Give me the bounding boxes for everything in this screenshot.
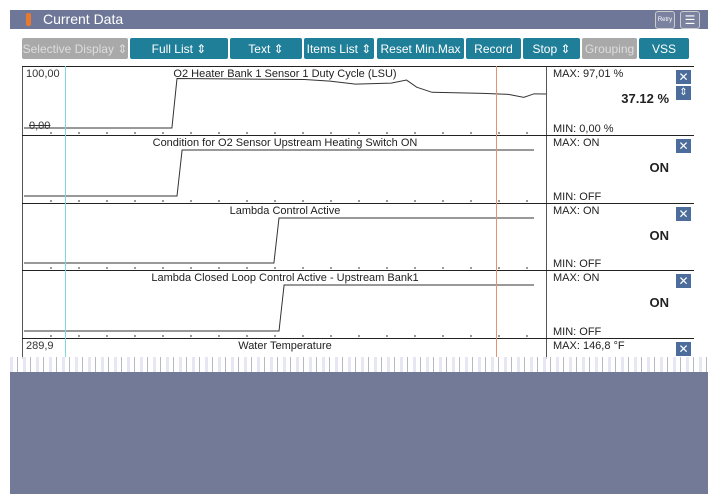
y-max-label: 289,9	[26, 340, 54, 352]
trace-svg	[24, 78, 547, 134]
trace-svg	[24, 149, 534, 202]
data-row: O2 Heater Bank 1 Sensor 1 Duty Cycle (LS…	[22, 66, 694, 136]
current-value: ON	[649, 228, 670, 243]
close-icon[interactable]: ✕	[676, 207, 691, 221]
max-value: MAX: ON	[553, 137, 600, 149]
min-value: MIN: OFF	[553, 191, 602, 203]
item-label: Lambda Closed Loop Control Active - Upst…	[151, 272, 419, 284]
y-max-label: 100,00	[26, 68, 60, 80]
trace-chart: Condition for O2 Sensor Upstream Heating…	[22, 136, 547, 204]
max-value: MAX: 146,8 °F	[553, 340, 625, 352]
item-label: Lambda Control Active	[229, 205, 341, 217]
min-value: MIN: 0,00 %	[553, 123, 614, 135]
current-value: 37.12 %	[621, 91, 669, 106]
close-icon[interactable]: ✕	[676, 274, 691, 288]
max-value: MAX: ON	[553, 272, 600, 284]
toolbar-button-text[interactable]: Text ⇕	[230, 38, 302, 59]
data-row: Condition for O2 Sensor Upstream Heating…	[22, 135, 694, 204]
data-row: Water Temperature 289,9 MAX: 146,8 °F ✕	[22, 338, 694, 359]
value-panel: MAX: 97,01 % MIN: 0,00 % 37.12 %	[546, 67, 695, 136]
value-panel: MAX: ON MIN: OFF ON	[546, 136, 695, 204]
data-row: Lambda Closed Loop Control Active - Upst…	[22, 270, 694, 339]
trace-line	[24, 78, 547, 129]
toolbar-button-stop[interactable]: Stop ⇕	[523, 38, 580, 59]
trace-chart: Water Temperature 289,9	[22, 339, 547, 359]
toolbar-button-record[interactable]: Record	[466, 38, 521, 59]
toolbar-button-vss[interactable]: VSS	[639, 38, 689, 59]
menu-button[interactable]: ☰	[680, 11, 700, 29]
min-value: MIN: OFF	[553, 326, 602, 338]
title-bar: Current Data Retry ☰	[10, 10, 708, 29]
trace-chart: Lambda Control Active	[22, 204, 547, 271]
toolbar-button-selective-display[interactable]: Selective Display ⇕	[22, 38, 128, 59]
current-value: ON	[649, 160, 670, 175]
toolbar-button-grouping[interactable]: Grouping	[582, 38, 637, 59]
cursor-line-left[interactable]	[65, 66, 66, 357]
toolbar-button-full-list[interactable]: Full List ⇕	[130, 38, 228, 59]
trace-chart: Lambda Closed Loop Control Active - Upst…	[22, 271, 547, 339]
cursor-line-right[interactable]	[496, 66, 497, 357]
data-row: Lambda Control Active MAX: ON MIN: OFF ON ✕	[22, 203, 694, 271]
y-min-label: 0,00	[29, 120, 51, 132]
trace-line	[24, 284, 534, 332]
app-icon	[26, 13, 31, 26]
move-icon[interactable]: ⇕	[676, 86, 691, 100]
min-value: MIN: OFF	[553, 258, 602, 270]
item-label: Condition for O2 Sensor Upstream Heating…	[152, 137, 418, 149]
value-panel: MAX: 146,8 °F	[546, 339, 695, 359]
value-panel: MAX: ON MIN: OFF ON	[546, 204, 695, 271]
trace-line	[24, 149, 534, 197]
close-icon[interactable]: ✕	[676, 139, 691, 153]
item-label: O2 Heater Bank 1 Sensor 1 Duty Cycle (LS…	[173, 68, 397, 80]
max-value: MAX: 97,01 %	[553, 68, 624, 80]
window-title: Current Data	[43, 11, 124, 27]
value-panel: MAX: ON MIN: OFF ON	[546, 271, 695, 339]
trace-chart: O2 Heater Bank 1 Sensor 1 Duty Cycle (LS…	[22, 67, 547, 136]
trace-svg	[24, 284, 534, 337]
toolbar-button-items-list[interactable]: Items List ⇕	[304, 38, 374, 59]
render-artifact	[10, 357, 708, 372]
close-icon[interactable]: ✕	[676, 342, 691, 356]
retry-button[interactable]: Retry	[655, 11, 675, 29]
trace-svg	[24, 217, 534, 269]
close-icon[interactable]: ✕	[676, 70, 691, 84]
item-label: Water Temperature	[238, 340, 332, 352]
max-value: MAX: ON	[553, 205, 600, 217]
trace-line	[24, 217, 534, 264]
toolbar-button-reset-min-max[interactable]: Reset Min.Max	[377, 38, 464, 59]
current-data-window: Current Data Retry ☰ Selective Display ⇕…	[10, 10, 708, 494]
current-value: ON	[649, 295, 670, 310]
retry-label: Retry	[657, 17, 673, 23]
empty-area	[10, 372, 708, 494]
